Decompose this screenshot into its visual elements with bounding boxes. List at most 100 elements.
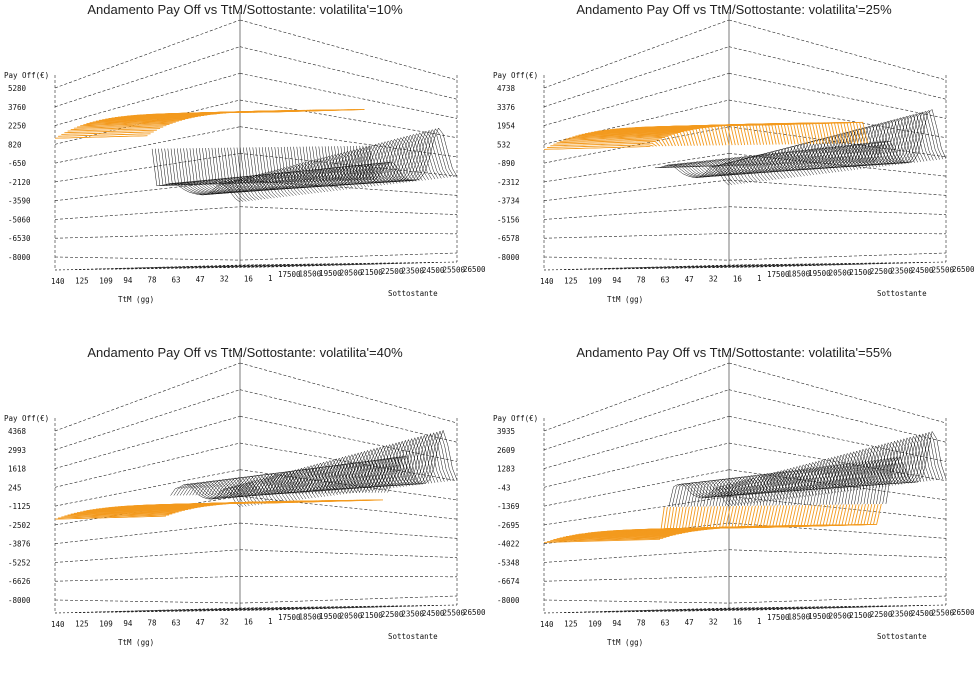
surface-line-back	[841, 442, 903, 505]
surface-line-back	[384, 430, 455, 493]
surface-line-back	[164, 148, 253, 201]
x-tick-label: 94	[123, 276, 133, 285]
surface-line-front	[54, 515, 167, 520]
z-tick-label: -5060	[8, 215, 31, 224]
surface-line-back	[705, 153, 780, 180]
wall-grid	[543, 12, 947, 270]
surface-line-back	[813, 449, 874, 505]
surface-line-back	[368, 434, 439, 493]
surface-line-back	[258, 147, 348, 190]
z-tick-label: -2695	[497, 521, 520, 530]
surface-line-back	[727, 147, 802, 177]
y-tick-label: 26500	[463, 608, 486, 617]
surface-line-back	[771, 135, 846, 172]
surface-line-back	[302, 144, 392, 185]
x-tick-label: 16	[733, 274, 743, 283]
surface-line-back	[227, 147, 316, 194]
y-tick-label: 17500	[278, 613, 301, 622]
surface-line-back	[698, 155, 774, 181]
x-tick-label: 1	[757, 617, 762, 626]
z-tick-label: 1618	[8, 465, 27, 474]
surface-line-back	[818, 123, 893, 167]
y-tick-label: 19500	[319, 612, 342, 621]
surface-line-back	[865, 110, 940, 164]
surface-line-back	[331, 137, 420, 184]
z-tick-label: 820	[8, 140, 22, 149]
surface-line-front	[565, 506, 687, 537]
y-tick-label: 20500	[829, 268, 852, 277]
z-tick-label: 2993	[8, 446, 26, 455]
surface-line-front	[559, 506, 681, 539]
y-tick-label: 25500	[442, 609, 465, 618]
surface-line-back	[762, 462, 824, 506]
surface-line-back	[797, 453, 859, 506]
x-tick-label: 63	[661, 275, 670, 284]
surface-line-front	[587, 129, 695, 146]
surface-line-back	[775, 459, 837, 506]
surface-line-front	[70, 510, 182, 515]
surface-line-front	[562, 136, 670, 147]
surface-line-back	[318, 448, 389, 494]
y-tick-label: 19500	[319, 269, 342, 278]
surface-line-back	[365, 128, 455, 181]
surface-line-back	[311, 449, 382, 494]
x-tick-label: 140	[51, 620, 65, 629]
surface-line-front	[550, 142, 657, 147]
y-tick-label: 23500	[401, 610, 424, 619]
surface-line-back	[768, 136, 843, 172]
surface-line-front	[581, 131, 689, 146]
z-tick-label: 532	[497, 140, 511, 149]
surface-line-back	[371, 433, 442, 493]
surface-line-back	[827, 120, 903, 166]
surface-line-back	[368, 127, 458, 181]
surface-line-back	[224, 147, 313, 194]
surface-line-front	[58, 514, 170, 519]
z-tick-label: -6530	[8, 234, 31, 243]
y-tick-label: 22500	[870, 610, 893, 619]
surface-line-back	[151, 148, 241, 203]
y-tick-label: 18500	[788, 269, 811, 278]
y-tick-label: 19500	[808, 269, 831, 278]
surface-line-front	[73, 125, 167, 129]
surface-line-back	[167, 148, 256, 201]
surface-line-back	[829, 445, 890, 505]
surface-line-back	[274, 147, 363, 188]
z-tick-label: -1369	[497, 502, 520, 511]
surface-line-back	[337, 443, 407, 494]
surface-line-back	[684, 481, 745, 507]
surface-line-back	[824, 121, 900, 167]
y-tick-label: 17500	[278, 270, 301, 279]
x-tick-label: 109	[99, 619, 113, 628]
z-tick-label: 3376	[497, 103, 516, 112]
x-tick-label: 16	[733, 617, 743, 626]
surface-line-back	[882, 431, 944, 504]
surface-line-back	[866, 435, 928, 505]
x-tick-label: 94	[612, 619, 622, 628]
z-tick-label: 5280	[8, 84, 27, 93]
y-tick-label: 26500	[952, 265, 975, 274]
surface-line-back	[774, 134, 849, 171]
z-tick-label: 3935	[497, 427, 515, 436]
x-tick-label: 94	[123, 619, 133, 628]
surface-line-back	[211, 476, 282, 503]
surface-line-back	[268, 147, 357, 189]
z-tick-label: -5348	[497, 558, 520, 567]
surface-line-front	[569, 134, 676, 147]
x-tick-label: 140	[51, 277, 65, 286]
surface-line-front	[575, 132, 683, 146]
surface-line-back	[321, 139, 411, 184]
y-axis-label: Sottostante	[877, 632, 927, 641]
wall-grid	[543, 355, 947, 613]
surface-line-back	[720, 149, 796, 178]
x-tick-label: 63	[661, 618, 670, 627]
surface-line-front	[83, 121, 176, 126]
y-tick-label: 22500	[381, 267, 404, 276]
surface-line-back	[343, 133, 433, 183]
surface-line-back	[324, 446, 395, 494]
surface-line-back	[192, 148, 282, 198]
surface-line-back	[220, 474, 291, 502]
x-tick-label: 109	[588, 276, 602, 285]
surface-line-back	[856, 113, 931, 165]
surface-line-back	[308, 450, 379, 494]
surface-line-front	[556, 139, 664, 147]
